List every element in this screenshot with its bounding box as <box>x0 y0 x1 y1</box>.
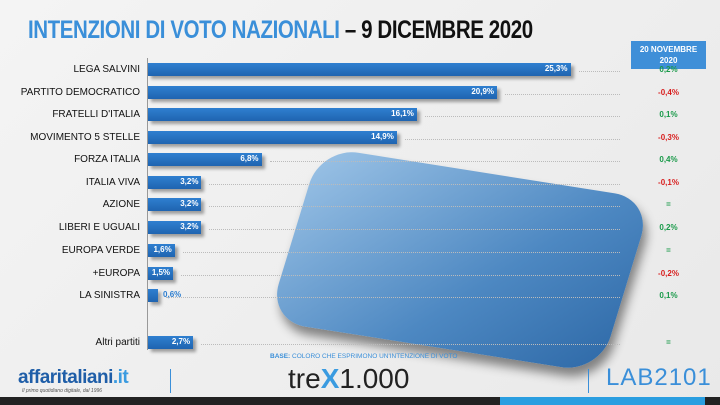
bar: 1,6% <box>148 244 175 257</box>
change-value: = <box>666 246 671 255</box>
bar: 0,6% <box>148 289 181 302</box>
data-label: 0,6% <box>163 290 182 299</box>
trex-x: X <box>320 363 340 394</box>
leader-line <box>404 139 620 140</box>
data-label: 14,9% <box>371 132 394 141</box>
bar: 2,7% <box>148 336 194 349</box>
affaritaliani-tagline: Il primo quotidiano digitale, dal 1996 <box>22 388 103 394</box>
y-axis <box>147 58 148 350</box>
divider <box>588 369 589 393</box>
title-main: INTENZIONI DI VOTO NAZIONALI <box>28 16 340 44</box>
data-label: 1,5% <box>151 268 171 277</box>
data-label: 1,6% <box>153 245 172 254</box>
category-label: AZIONE <box>102 199 140 210</box>
leader-line <box>182 252 620 253</box>
data-label: 6,8% <box>240 154 259 163</box>
leader-line <box>209 184 620 185</box>
affaritaliani-logo: affaritaliani.it <box>18 367 129 389</box>
footer-bar <box>0 397 720 405</box>
politicians-photo <box>267 146 653 374</box>
bar: 25,3% <box>148 63 571 76</box>
bar: 1,5% <box>148 267 174 280</box>
leader-line <box>505 94 620 95</box>
change-value: = <box>666 338 671 347</box>
base-note: BASE: COLORO CHE ESPRIMONO UN'INTENZIONE… <box>270 353 457 360</box>
page-title: INTENZIONI DI VOTO NAZIONALI – 9 DICEMBR… <box>28 16 533 45</box>
change-value: 0,2% <box>659 223 678 232</box>
leader-line <box>269 161 620 162</box>
category-label: EUROPA VERDE <box>61 245 140 256</box>
category-label: +EUROPA <box>92 268 140 279</box>
category-label: Altri partiti <box>95 337 140 348</box>
data-label: 3,2% <box>180 199 199 208</box>
bar: 3,2% <box>148 221 202 234</box>
trex-b: 1.000 <box>339 363 410 394</box>
change-value: -0,1% <box>658 178 679 187</box>
data-label: 20,9% <box>471 87 495 96</box>
trex-logo: treX1.000 <box>288 363 409 395</box>
category-label: LA SINISTRA <box>79 290 140 301</box>
change-value: 0,1% <box>659 291 678 300</box>
data-label: 3,2% <box>180 177 199 186</box>
category-label: MOVIMENTO 5 STELLE <box>30 132 140 143</box>
change-value: -0,4% <box>658 88 679 97</box>
category-label: LEGA SALVINI <box>73 64 140 75</box>
category-label: FORZA ITALIA <box>74 154 140 165</box>
bar: 16,1% <box>148 108 417 121</box>
base-label: BASE: <box>270 353 291 360</box>
category-label: FRATELLI D'ITALIA <box>52 109 140 120</box>
leader-line <box>578 71 620 72</box>
leader-line <box>201 344 620 345</box>
lab2101-logo: LAB2101 <box>606 364 712 391</box>
data-label: 3,2% <box>180 222 199 231</box>
bar: 3,2% <box>148 198 202 211</box>
bar: 14,9% <box>148 131 397 144</box>
bar: 3,2% <box>148 176 202 189</box>
leader-line <box>209 206 620 207</box>
bar: 6,8% <box>148 153 262 166</box>
aff-tld: .it <box>112 367 129 388</box>
change-value: -0,2% <box>658 269 679 278</box>
base-text: COLORO CHE ESPRIMONO UN'INTENZIONE DI VO… <box>290 353 458 360</box>
category-label: PARTITO DEMOCRATICO <box>20 87 140 98</box>
title-date: – 9 DICEMBRE 2020 <box>339 16 533 44</box>
data-label: 16,1% <box>391 109 414 118</box>
trex-a: tre <box>288 363 321 394</box>
data-label: 2,7% <box>171 337 191 346</box>
compare-header: 20 NOVEMBRE 2020 <box>631 41 706 69</box>
change-value: 0,2% <box>659 65 678 74</box>
category-label: LIBERI E UGUALI <box>58 222 140 233</box>
footer-accent <box>500 397 705 405</box>
change-value: = <box>666 200 671 209</box>
leader-line <box>166 297 620 298</box>
change-value: 0,4% <box>659 155 678 164</box>
change-value: -0,3% <box>658 133 679 142</box>
leader-line <box>209 229 620 230</box>
leader-line <box>181 275 620 276</box>
bar: 20,9% <box>148 86 498 99</box>
change-value: 0,1% <box>659 110 678 119</box>
data-label: 25,3% <box>544 64 568 73</box>
aff-name: affaritaliani <box>18 367 113 388</box>
category-label: ITALIA VIVA <box>85 177 140 188</box>
leader-line <box>424 116 620 117</box>
divider <box>170 369 171 393</box>
